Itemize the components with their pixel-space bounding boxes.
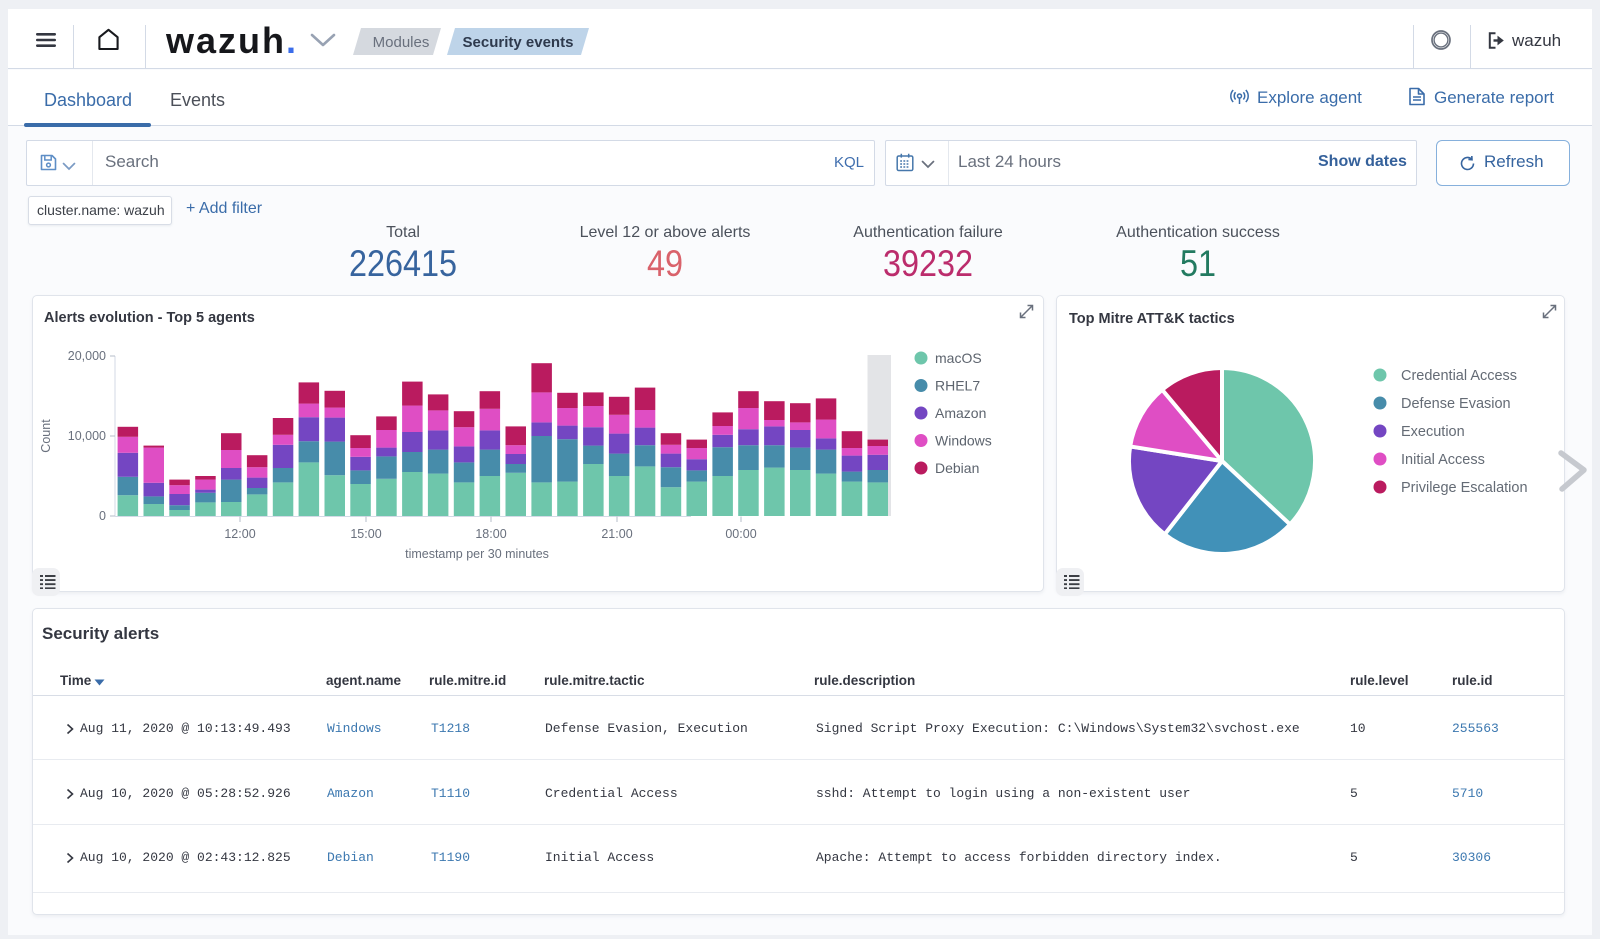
svg-text:Execution: Execution	[1401, 424, 1465, 440]
svg-text:21:00: 21:00	[601, 527, 632, 541]
svg-text:Debian: Debian	[935, 460, 979, 476]
svg-text:Defense Evasion: Defense Evasion	[1401, 396, 1511, 412]
svg-text:timestamp per 30 minutes: timestamp per 30 minutes	[405, 547, 549, 561]
svg-text:Privilege Escalation: Privilege Escalation	[1401, 480, 1528, 496]
svg-text:Modules: Modules	[373, 34, 430, 51]
svg-text:Windows: Windows	[935, 433, 992, 449]
svg-text:Credential Access: Credential Access	[1401, 368, 1517, 384]
svg-text:20,000: 20,000	[68, 349, 106, 363]
svg-text:12:00: 12:00	[224, 527, 255, 541]
svg-text:18:00: 18:00	[475, 527, 506, 541]
svg-text:10,000: 10,000	[68, 429, 106, 443]
svg-text:Initial Access: Initial Access	[1401, 452, 1485, 468]
svg-text:RHEL7: RHEL7	[935, 378, 980, 394]
svg-text:00:00: 00:00	[725, 527, 756, 541]
svg-text:Count: Count	[39, 419, 53, 453]
svg-text:Amazon: Amazon	[935, 405, 986, 421]
svg-text:macOS: macOS	[935, 350, 982, 366]
svg-text:0: 0	[99, 509, 106, 523]
svg-text:15:00: 15:00	[350, 527, 381, 541]
svg-text:Security events: Security events	[463, 34, 574, 51]
